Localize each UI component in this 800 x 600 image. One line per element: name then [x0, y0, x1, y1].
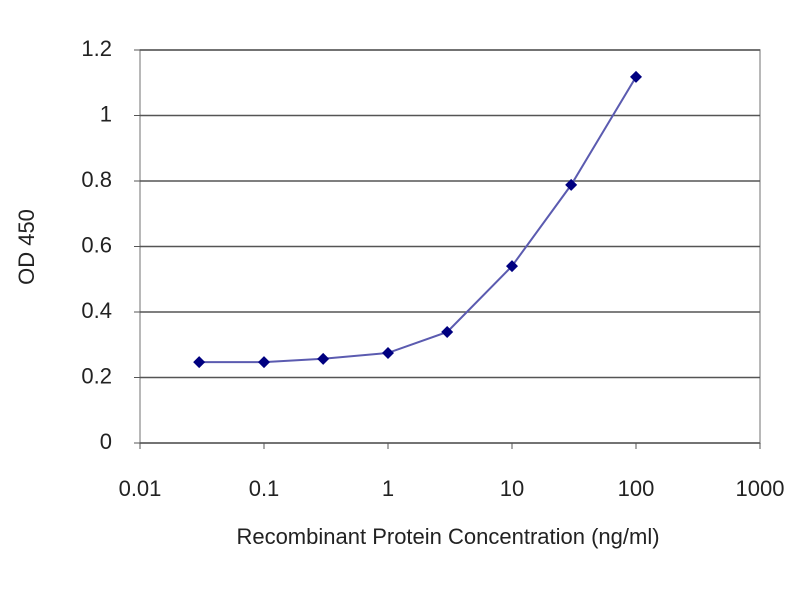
x-tick-label: 100	[618, 476, 655, 501]
x-tick-label: 0.1	[249, 476, 280, 501]
y-tick-label: 0	[100, 429, 112, 454]
y-tick-label: 0.4	[81, 298, 112, 323]
data-point	[193, 356, 206, 369]
data-point	[441, 325, 454, 338]
x-tick-label: 1	[382, 476, 394, 501]
data-point	[382, 346, 394, 359]
y-tick-label: 0.2	[81, 363, 112, 388]
data-point	[630, 70, 642, 83]
data-point	[258, 356, 270, 369]
data-line	[199, 76, 637, 364]
x-axis-label: Recombinant Protein Concentration (ng/ml…	[236, 524, 659, 549]
data-point	[317, 352, 330, 365]
data-point	[565, 178, 578, 191]
x-tick-label: 1000	[736, 476, 785, 501]
y-tick-label: 0.6	[81, 232, 112, 257]
x-tick-label: 0.01	[119, 476, 162, 501]
y-tick-label: 1	[100, 101, 112, 126]
y-axis-label: OD 450	[14, 209, 39, 285]
y-tick-label: 0.8	[81, 167, 112, 192]
x-tick-label: 10	[500, 476, 524, 501]
y-tick-label: 1.2	[81, 36, 112, 61]
data-point	[506, 260, 518, 273]
